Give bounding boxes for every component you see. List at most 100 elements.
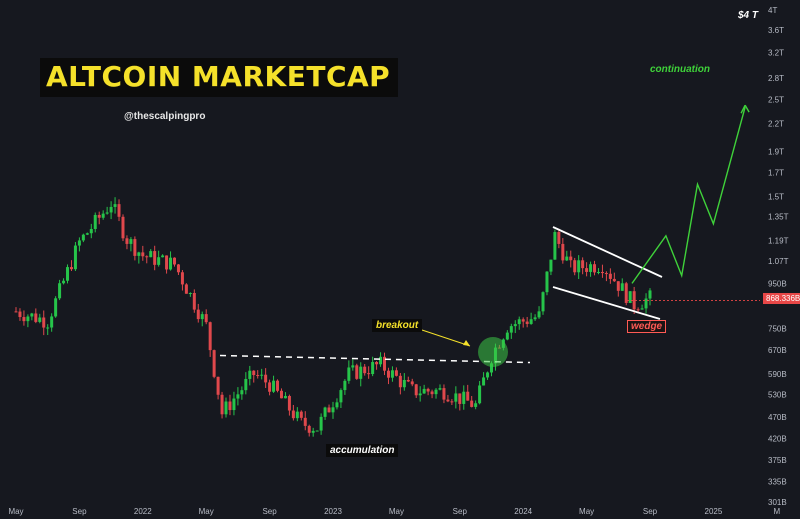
candle-series (14, 197, 652, 437)
target-badge: $4 T (737, 10, 758, 21)
candle-body (434, 389, 438, 395)
wedge-lower-line (552, 286, 661, 320)
candle-body (30, 313, 34, 317)
y-tick-label: 375B (768, 456, 787, 465)
candle-body (636, 309, 640, 311)
x-tick-label: May (389, 507, 404, 516)
x-tick-label: 2022 (134, 507, 152, 516)
candle-body (105, 212, 109, 214)
candle-body (616, 281, 620, 291)
candle-body (18, 311, 22, 318)
candle-body (458, 393, 462, 404)
candle-body (390, 370, 394, 378)
candle-body (161, 255, 165, 258)
candle-body (232, 398, 236, 411)
candle-body (125, 238, 129, 244)
accumulation-resistance-line (219, 354, 531, 364)
candle-body (351, 365, 355, 368)
y-tick-label: 1.07T (768, 257, 789, 266)
breakout-highlight (478, 337, 508, 367)
candle-body (244, 378, 248, 391)
accumulation-label: accumulation (326, 444, 399, 457)
candle-body (386, 370, 390, 378)
candle-body (315, 430, 319, 432)
candle-body (129, 239, 133, 244)
y-tick-label: 1.7T (768, 169, 784, 178)
overlay-lines (219, 104, 760, 367)
candle-body (77, 240, 81, 246)
candle-body (585, 268, 589, 272)
candle-body (299, 411, 303, 418)
candle-body (335, 402, 339, 408)
y-tick-label: 3.6T (768, 26, 784, 35)
x-tick-label: May (8, 507, 23, 516)
y-tick-label: 335B (768, 478, 787, 487)
candle-body (327, 407, 331, 413)
x-tick-label: Sep (643, 507, 658, 516)
candle-body (113, 204, 117, 207)
y-tick-label: 950B (768, 279, 787, 288)
candle-body (521, 319, 525, 322)
candle-body (359, 366, 363, 379)
candle-body (97, 214, 101, 218)
candle-body (482, 377, 486, 386)
author-handle: @thescalpingpro (124, 111, 206, 122)
candle-body (117, 204, 121, 217)
candle-body (303, 417, 307, 426)
candle-body (101, 213, 105, 218)
candle-body (525, 321, 529, 324)
candle-body (176, 264, 180, 273)
candle-body (38, 317, 42, 322)
candle-body (145, 256, 149, 258)
candle-body (339, 390, 343, 403)
candle-body (513, 324, 517, 327)
y-tick-label: 470B (768, 413, 787, 422)
y-tick-label: 420B (768, 435, 787, 444)
y-tick-label: 670B (768, 346, 787, 355)
candle-body (557, 232, 561, 244)
candle-body (565, 256, 569, 261)
x-tick-label: Sep (453, 507, 468, 516)
y-tick-label: 2.5T (768, 95, 784, 104)
y-tick-label: 1.5T (768, 193, 784, 202)
candle-body (137, 252, 141, 256)
candle-body (450, 401, 454, 403)
candle-body (268, 382, 272, 392)
candle-body (446, 399, 450, 402)
y-tick-label: 530B (768, 390, 787, 399)
candle-body (398, 375, 402, 388)
candle-body (573, 260, 577, 273)
candle-body (331, 407, 335, 413)
candle-body (62, 280, 66, 284)
candle-body (561, 243, 565, 261)
candle-body (379, 356, 383, 365)
candle-body (620, 283, 624, 291)
candle-body (192, 293, 196, 310)
candle-body (85, 233, 89, 235)
candle-body (541, 292, 545, 312)
projection-arrow-head (740, 104, 750, 114)
candle-body (406, 379, 410, 382)
candle-body (608, 273, 612, 279)
candle-body (50, 316, 54, 328)
candle-body (141, 252, 145, 257)
candle-body (394, 370, 398, 376)
candle-body (596, 271, 600, 273)
candle-body (343, 380, 347, 391)
x-tick-label: May (579, 507, 594, 516)
wedge-label: wedge (627, 320, 667, 333)
candle-body (323, 407, 327, 417)
candle-body (581, 260, 585, 269)
candle-body (577, 260, 581, 273)
candle-body (169, 257, 173, 270)
candle-body (422, 388, 426, 394)
candle-body (188, 293, 192, 295)
candle-body (553, 232, 557, 260)
y-tick-label: 1.9T (768, 148, 784, 157)
candle-body (93, 214, 97, 229)
x-tick-label: 2023 (324, 507, 342, 516)
candle-body (287, 395, 291, 411)
candle-body (204, 314, 208, 323)
candle-body (628, 291, 632, 303)
candle-body (58, 283, 62, 299)
